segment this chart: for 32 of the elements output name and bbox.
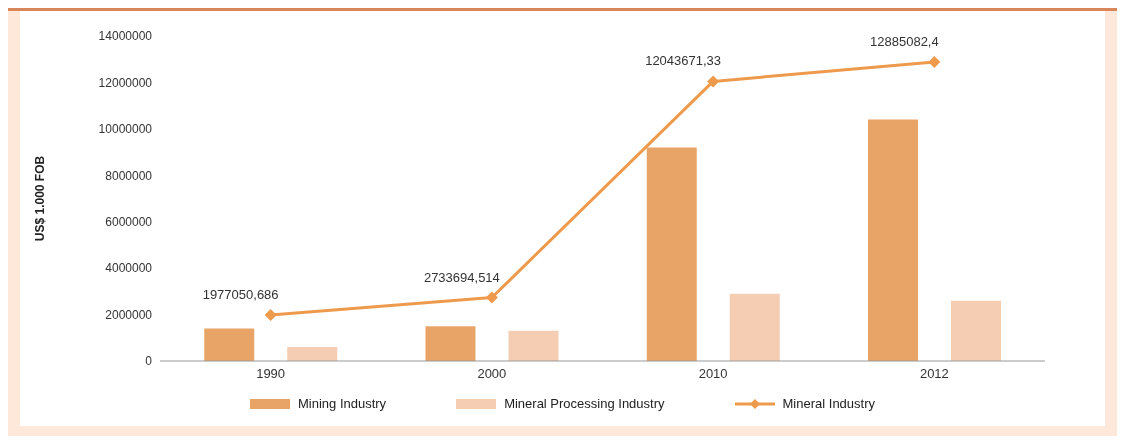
bar xyxy=(868,119,918,361)
y-tick-label: 8000000 xyxy=(105,168,153,183)
bar xyxy=(425,326,476,361)
point xyxy=(485,291,498,304)
legend-label: Mining Industry xyxy=(297,396,387,411)
y-tick-label: 10000000 xyxy=(98,122,153,137)
point xyxy=(264,309,277,322)
data-label: 1977050,686 xyxy=(202,287,279,303)
x-tick-label: 1990 xyxy=(256,366,286,382)
data-label: 12043671,33 xyxy=(645,53,722,69)
x-tick-label: 2010 xyxy=(698,366,728,382)
y-tick-label: 4000000 xyxy=(105,261,153,276)
y-tick-label: 6000000 xyxy=(105,214,153,229)
y-tick-label: 14000000 xyxy=(98,29,153,44)
legend-label: Mineral Processing Industry xyxy=(504,396,665,411)
point xyxy=(707,75,720,88)
bar xyxy=(729,293,780,361)
data-label: 12885082,4 xyxy=(870,33,939,49)
y-axis-title: US$ 1.000 FOB xyxy=(33,155,48,242)
point xyxy=(928,55,941,68)
data-label: 2733694,514 xyxy=(423,269,500,285)
y-tick-label: 12000000 xyxy=(98,75,153,90)
bar xyxy=(646,147,697,361)
x-tick-label: 2000 xyxy=(477,366,507,382)
y-tick-label: 2000000 xyxy=(105,307,153,322)
x-tick-label: 2012 xyxy=(919,366,949,382)
bar xyxy=(508,330,559,361)
bar xyxy=(951,300,1001,361)
bar xyxy=(204,328,255,361)
bar xyxy=(287,347,338,361)
y-tick-label: 0 xyxy=(145,354,153,369)
legend-label: Mineral Industry xyxy=(782,396,876,411)
